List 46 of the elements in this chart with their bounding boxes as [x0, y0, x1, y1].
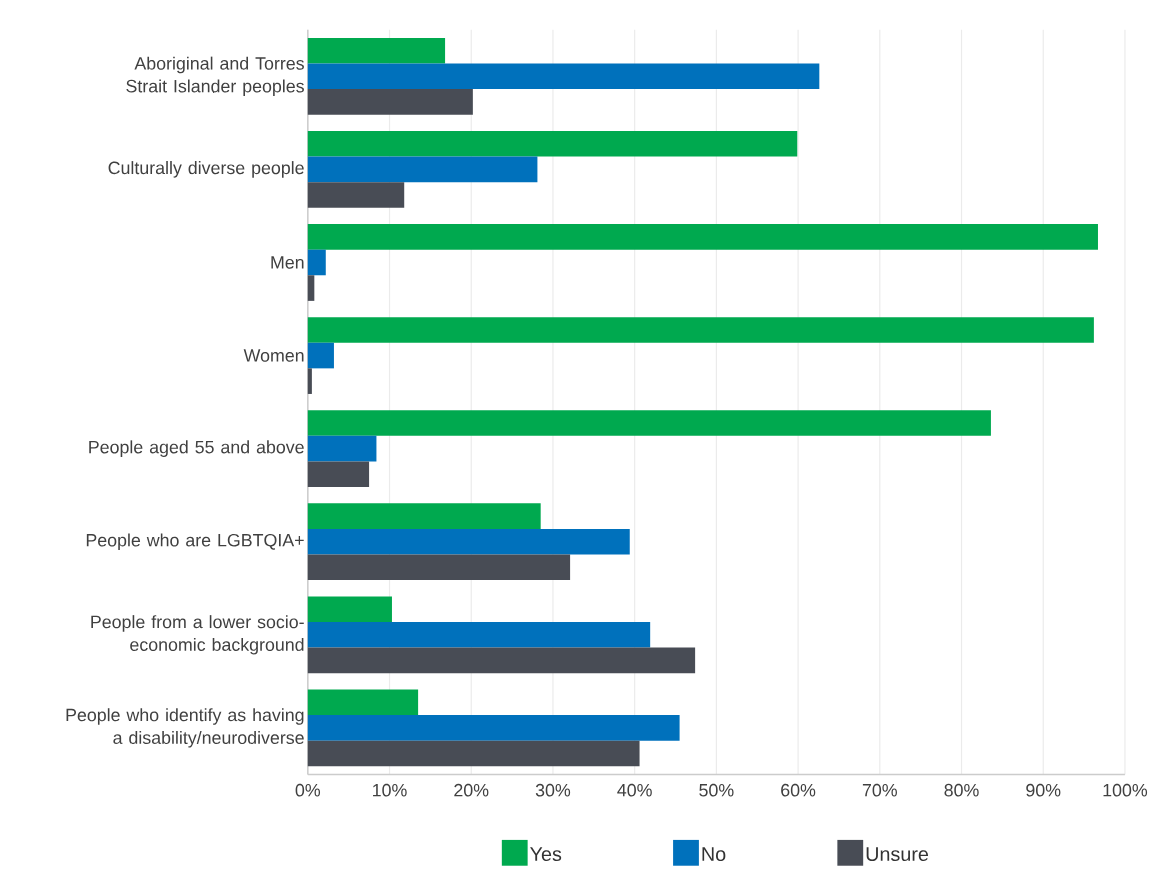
- x-tick-label: 30%: [535, 784, 571, 797]
- bar: [307, 622, 651, 648]
- bar: [307, 63, 820, 90]
- y-tick-label: Culturally diverse people: [108, 161, 304, 178]
- bar: [307, 38, 446, 64]
- bar: [307, 461, 370, 488]
- bar: [307, 317, 1094, 343]
- bar: [307, 554, 571, 581]
- x-tick-label: 10%: [373, 784, 407, 797]
- y-tick-label: Men: [271, 256, 304, 269]
- y-tick-label: People who are LGBTQIA+: [86, 533, 304, 551]
- y-tick-label: People who identify as having a disability/neurodiverse: [66, 708, 304, 748]
- x-tick-label: 90%: [1026, 784, 1061, 797]
- bar: [307, 342, 334, 369]
- x-tick-label: 70%: [862, 784, 897, 797]
- x-tick-label: 20%: [454, 784, 489, 797]
- bar: [307, 740, 640, 767]
- x-tick-label: 40%: [617, 784, 652, 797]
- bar: [307, 182, 405, 208]
- bar: [307, 435, 377, 462]
- x-tick-label: 80%: [944, 784, 979, 797]
- bar: [307, 410, 991, 436]
- bar: [307, 647, 696, 674]
- bar: [307, 529, 630, 555]
- bar: [307, 368, 312, 395]
- x-tick-label: 60%: [781, 784, 816, 797]
- legend-label: No: [702, 847, 726, 862]
- y-tick-label: People aged 55 and above: [89, 440, 304, 458]
- bar: [307, 249, 326, 276]
- bar: [307, 715, 680, 741]
- y-tick-label: Aboriginal and Torres Strait Islander peoples: [126, 56, 304, 97]
- bar: [307, 131, 798, 157]
- x-tick-label: 0%: [295, 784, 321, 797]
- x-tick-label: 100%: [1103, 784, 1148, 797]
- bar: [307, 689, 419, 716]
- legend-label: Unsure: [866, 847, 929, 862]
- bar: [307, 503, 541, 530]
- bar: [307, 596, 392, 623]
- legend-label: Yes: [530, 847, 562, 862]
- y-tick-label: People from a lower socio-economic background: [91, 615, 304, 655]
- bar: [307, 89, 473, 115]
- x-tick-label: 50%: [699, 784, 734, 797]
- bar: [307, 275, 315, 302]
- bar: [307, 156, 538, 183]
- bar: [307, 224, 1098, 250]
- y-tick-label: Women: [243, 349, 304, 362]
